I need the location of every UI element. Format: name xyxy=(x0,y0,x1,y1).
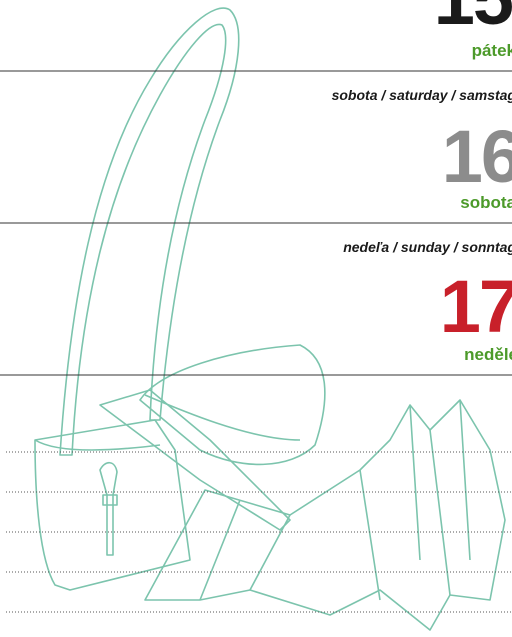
day-number: 15 xyxy=(434,0,512,40)
day-name: sobota xyxy=(460,193,512,212)
day-header: sobota / saturday / samstag xyxy=(332,87,512,103)
calendar-page: 15 pátek sobota / saturday / samstag 16 … xyxy=(0,0,512,637)
day-header: nedeľa / sunday / sonntag xyxy=(343,239,512,255)
page: {"days": [ {"number": "15", "name": "pát… xyxy=(0,0,512,637)
day-name: neděle xyxy=(464,345,512,364)
day-name: pátek xyxy=(472,41,512,60)
day-number: 17 xyxy=(440,265,512,348)
day-number: 16 xyxy=(442,115,512,198)
